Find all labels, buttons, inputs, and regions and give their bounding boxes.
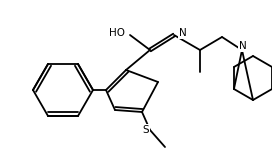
Text: S: S: [143, 125, 149, 135]
Text: N: N: [179, 28, 187, 38]
Text: N: N: [239, 41, 247, 51]
Text: N: N: [240, 40, 248, 50]
Text: HO: HO: [109, 28, 125, 38]
